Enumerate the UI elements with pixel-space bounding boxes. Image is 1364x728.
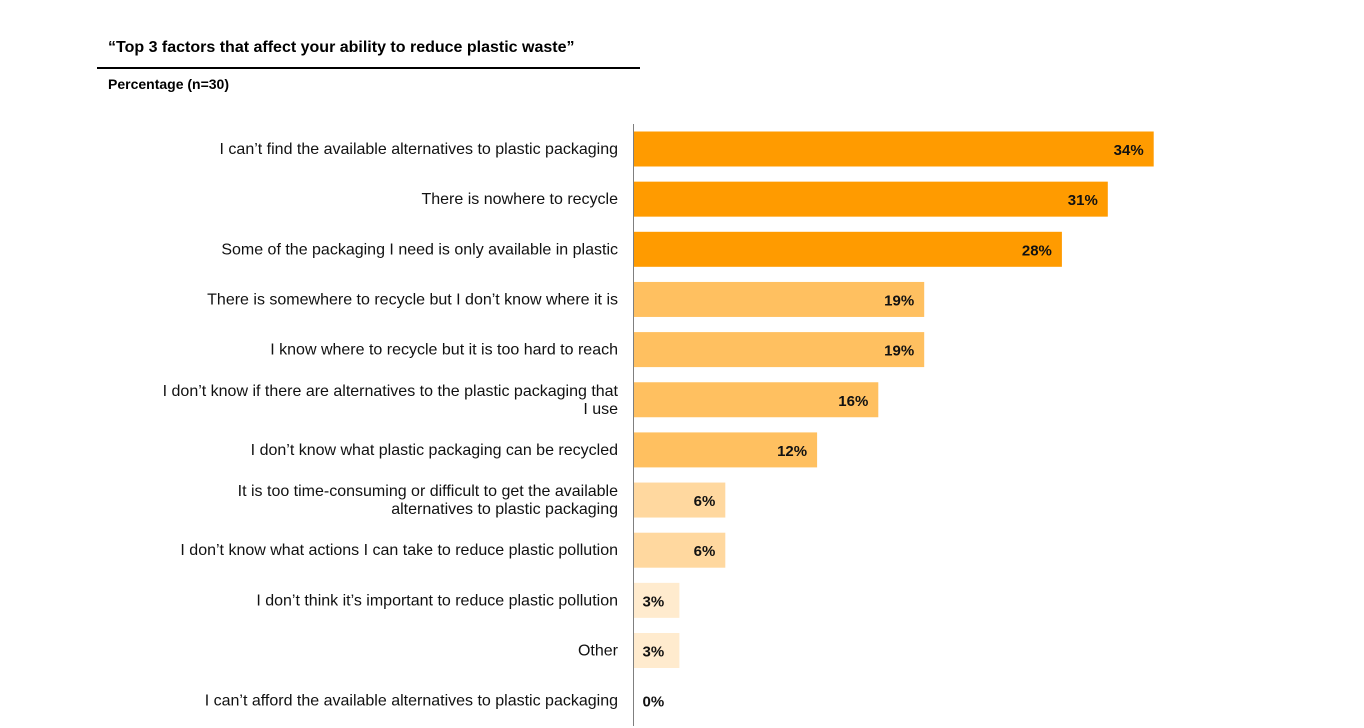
category-label: Other (578, 643, 619, 660)
category-label: I know where to recycle but it is too ha… (270, 342, 618, 359)
value-label: 16% (838, 393, 868, 410)
category-label: I don’t know if there are alternatives t… (163, 383, 619, 400)
chart-subtitle: Percentage (n=30) (108, 76, 229, 92)
category-label: alternatives to plastic packaging (391, 501, 618, 518)
title-divider (97, 67, 640, 69)
category-label: There is somewhere to recycle but I don’… (207, 291, 618, 308)
category-label: There is nowhere to recycle (421, 191, 618, 208)
bar (633, 382, 879, 418)
value-label: 31% (1068, 192, 1098, 209)
category-label: Some of the packaging I need is only ava… (221, 241, 618, 258)
category-label: I don’t think it’s important to reduce p… (256, 592, 618, 609)
category-label: I can’t afford the available alternative… (205, 693, 618, 710)
value-label: 34% (1114, 142, 1144, 159)
value-label: 19% (884, 292, 914, 309)
category-label: I can’t find the available alternatives … (220, 141, 618, 158)
value-label: 3% (643, 644, 665, 661)
value-label: 6% (694, 543, 716, 560)
value-label: 3% (643, 593, 665, 610)
category-label: I don’t know what actions I can take to … (180, 542, 618, 559)
bar (633, 582, 680, 618)
category-label: It is too time-consuming or difficult to… (238, 483, 618, 500)
chart-title: “Top 3 factors that affect your ability … (108, 39, 575, 56)
bar (633, 432, 818, 468)
value-label: 6% (694, 493, 716, 510)
value-label: 0% (643, 694, 665, 711)
bar (633, 131, 1154, 167)
bar (633, 281, 925, 317)
value-label: 28% (1022, 242, 1052, 259)
category-label: I use (583, 401, 618, 418)
bar (633, 332, 925, 368)
bar (633, 532, 726, 568)
value-label: 19% (884, 343, 914, 360)
bar (633, 482, 726, 518)
bar (633, 181, 1108, 217)
category-label: I don’t know what plastic packaging can … (251, 442, 618, 459)
bar (633, 231, 1062, 267)
bar (633, 633, 680, 668)
value-label: 12% (777, 443, 807, 460)
